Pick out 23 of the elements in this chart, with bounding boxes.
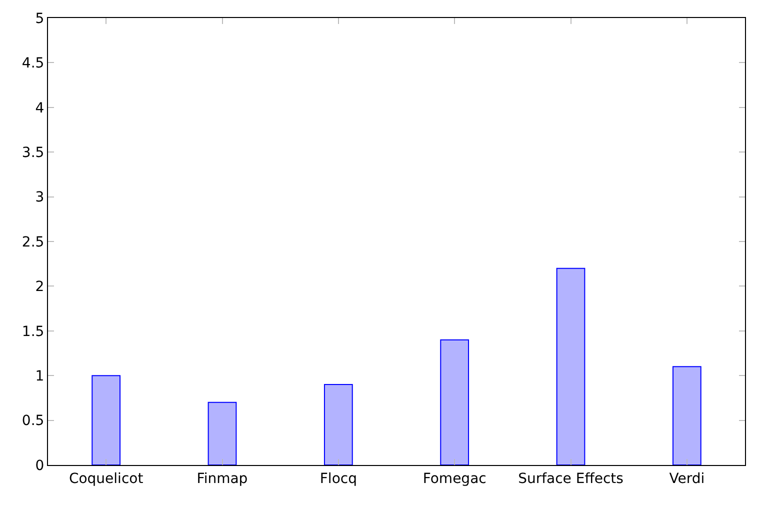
x-tick-label: Finmap: [196, 470, 248, 487]
bar: [440, 339, 470, 465]
x-tick-label: Fomegac: [422, 470, 486, 487]
x-tick-label: Coquelicot: [68, 470, 144, 487]
y-tick-label: 4: [35, 100, 44, 116]
y-tick-label: 3.5: [22, 145, 44, 161]
bar: [208, 402, 237, 465]
bar: [92, 375, 121, 465]
y-tick-label: 5: [35, 10, 44, 27]
bar: [324, 384, 353, 465]
y-tick-label: 1.5: [22, 324, 44, 340]
x-tick-label: Flocq: [320, 470, 357, 487]
y-tick-label: 0: [35, 458, 44, 474]
y-tick-label: 4.5: [22, 56, 44, 72]
y-tick-label: 2.5: [22, 234, 44, 250]
y-tick-label: 1: [35, 368, 44, 384]
bar: [556, 268, 586, 465]
x-tick-label: Surface Effects: [518, 470, 624, 487]
y-tick-label: 3: [35, 190, 44, 206]
x-tick-label: Verdi: [669, 470, 705, 487]
y-tick-label: 0.5: [22, 413, 44, 430]
bar: [672, 366, 702, 465]
y-tick-label: 2: [35, 279, 44, 296]
